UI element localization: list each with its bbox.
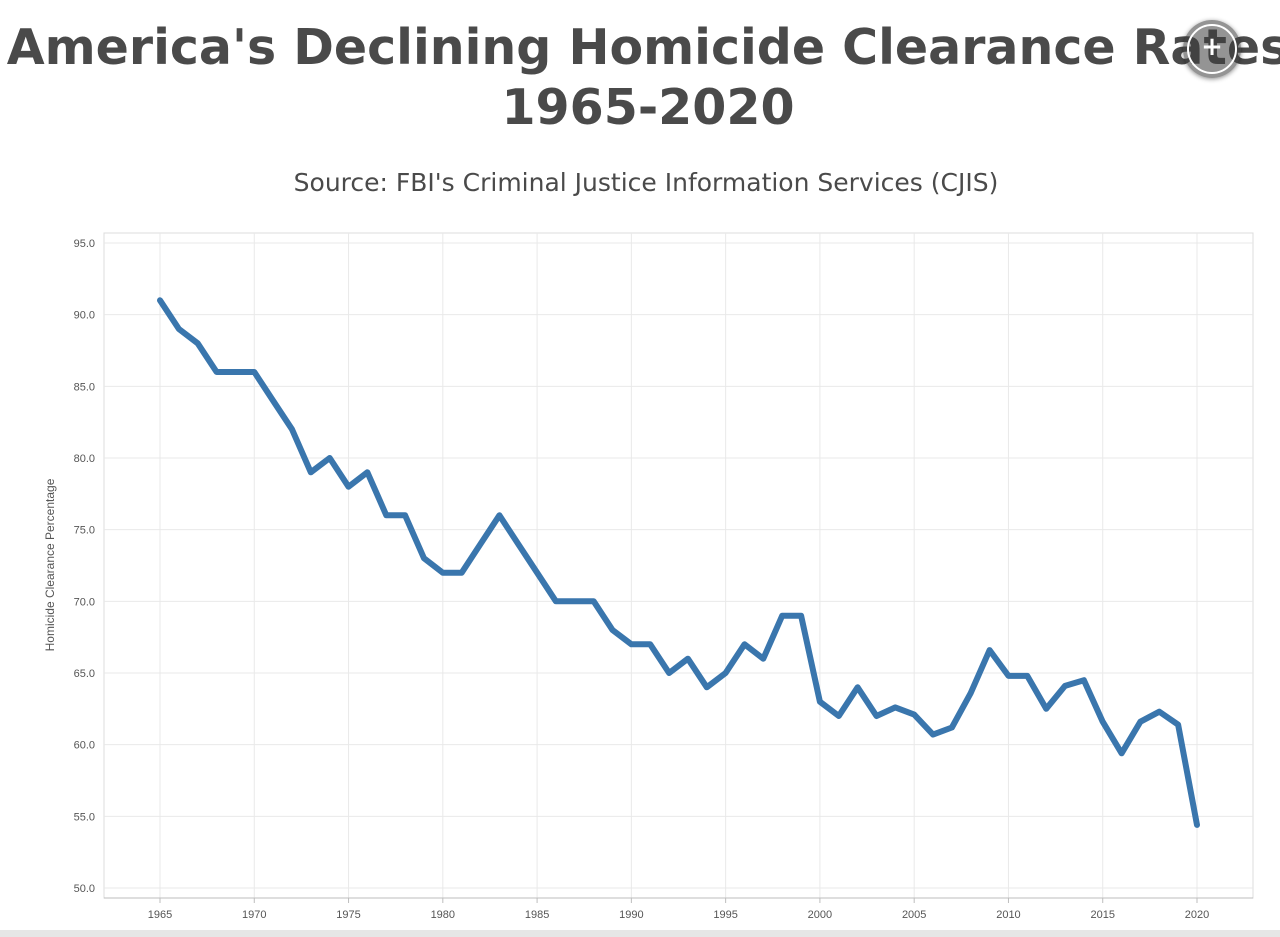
data-point [572, 598, 578, 604]
data-point [1081, 677, 1087, 683]
x-tick-label: 1995 [713, 909, 737, 921]
data-point [478, 541, 484, 547]
data-point [1175, 722, 1181, 728]
data-point [496, 512, 502, 518]
data-point [1194, 822, 1200, 828]
data-point [195, 340, 201, 346]
data-point [1100, 719, 1106, 725]
data-point [798, 613, 804, 619]
y-tick-label: 85.0 [74, 381, 95, 393]
data-point [176, 326, 182, 332]
data-point [968, 690, 974, 696]
data-point [987, 647, 993, 653]
data-point [1156, 709, 1162, 715]
x-tick-label: 1970 [242, 909, 266, 921]
data-point [685, 656, 691, 662]
data-point [911, 712, 917, 718]
data-point [760, 656, 766, 662]
data-point [855, 684, 861, 690]
data-point [308, 469, 314, 475]
data-point [779, 613, 785, 619]
bottom-edge-bar [0, 930, 1280, 937]
series-layer [157, 297, 1200, 828]
data-point [610, 627, 616, 633]
data-point [364, 469, 370, 475]
data-point [157, 297, 163, 303]
data-point [704, 684, 710, 690]
y-tick-label: 80.0 [74, 453, 95, 465]
y-tick-label: 95.0 [74, 238, 95, 250]
x-tick-label: 2000 [808, 909, 832, 921]
data-point [1119, 750, 1125, 756]
vertical-gridlines [159, 233, 1198, 898]
data-point [232, 369, 238, 375]
chart-title: America's Declining Homicide Clearance R… [0, 18, 1280, 138]
data-point [930, 732, 936, 738]
data-point [836, 713, 842, 719]
x-tick-label: 1990 [619, 909, 643, 921]
data-point [1006, 673, 1012, 679]
y-tick-label: 70.0 [74, 596, 95, 608]
data-point [459, 570, 465, 576]
data-point [289, 426, 295, 432]
x-axis-ticks: 1965 1970 1975 1980 1985 1990 1995 2000 2005 2010… [148, 898, 1209, 921]
data-point [874, 713, 880, 719]
y-tick-label: 90.0 [74, 310, 95, 322]
data-point [346, 484, 352, 490]
data-point [383, 512, 389, 518]
x-tick-label: 2015 [1090, 909, 1114, 921]
chart-title-line-2: 1965-2020 [501, 79, 795, 136]
y-tick-label: 75.0 [74, 525, 95, 537]
y-axis-ticks: 50.0 55.0 60.0 65.0 70.0 75.0 80.0 85.0 90.0 95.0 [74, 238, 95, 895]
y-tick-label: 50.0 [74, 883, 95, 895]
x-tick-label: 1985 [525, 909, 549, 921]
data-point [949, 725, 955, 731]
x-tick-label: 1980 [431, 909, 455, 921]
data-point [1043, 706, 1049, 712]
x-tick-label: 1965 [148, 909, 172, 921]
plus-icon: + [1201, 32, 1223, 62]
plot-area [103, 232, 1254, 899]
data-point [1062, 683, 1068, 689]
data-point [723, 670, 729, 676]
data-point [251, 369, 257, 375]
data-point [327, 455, 333, 461]
x-tick-label: 2005 [902, 909, 926, 921]
data-point [421, 555, 427, 561]
data-point [591, 598, 597, 604]
series-line [157, 297, 1200, 828]
y-tick-label: 55.0 [74, 811, 95, 823]
data-point [1024, 673, 1030, 679]
data-point [892, 704, 898, 710]
y-tick-label: 65.0 [74, 668, 95, 680]
data-point [515, 541, 521, 547]
data-point [1137, 719, 1143, 725]
data-point [817, 699, 823, 705]
horizontal-gridlines [104, 242, 1253, 889]
zoom-button-ring [1187, 24, 1237, 74]
data-point [647, 641, 653, 647]
data-point [270, 398, 276, 404]
data-point [666, 670, 672, 676]
chart-title-line-1: America's Declining Homicide Clearance R… [6, 19, 1280, 76]
chart-subtitle: Source: FBI's Criminal Justice Informati… [293, 168, 999, 197]
x-tick-label: 2020 [1185, 909, 1209, 921]
y-tick-label: 60.0 [74, 740, 95, 752]
data-point [402, 512, 408, 518]
x-tick-label: 2010 [996, 909, 1020, 921]
data-point [553, 598, 559, 604]
zoom-button[interactable]: + [1183, 20, 1241, 78]
y-axis-label: Homicide Clearance Percentage [43, 478, 57, 651]
data-point [534, 570, 540, 576]
x-tick-label: 1975 [336, 909, 360, 921]
data-point [440, 570, 446, 576]
data-point [214, 369, 220, 375]
data-point [742, 641, 748, 647]
data-point [628, 641, 634, 647]
